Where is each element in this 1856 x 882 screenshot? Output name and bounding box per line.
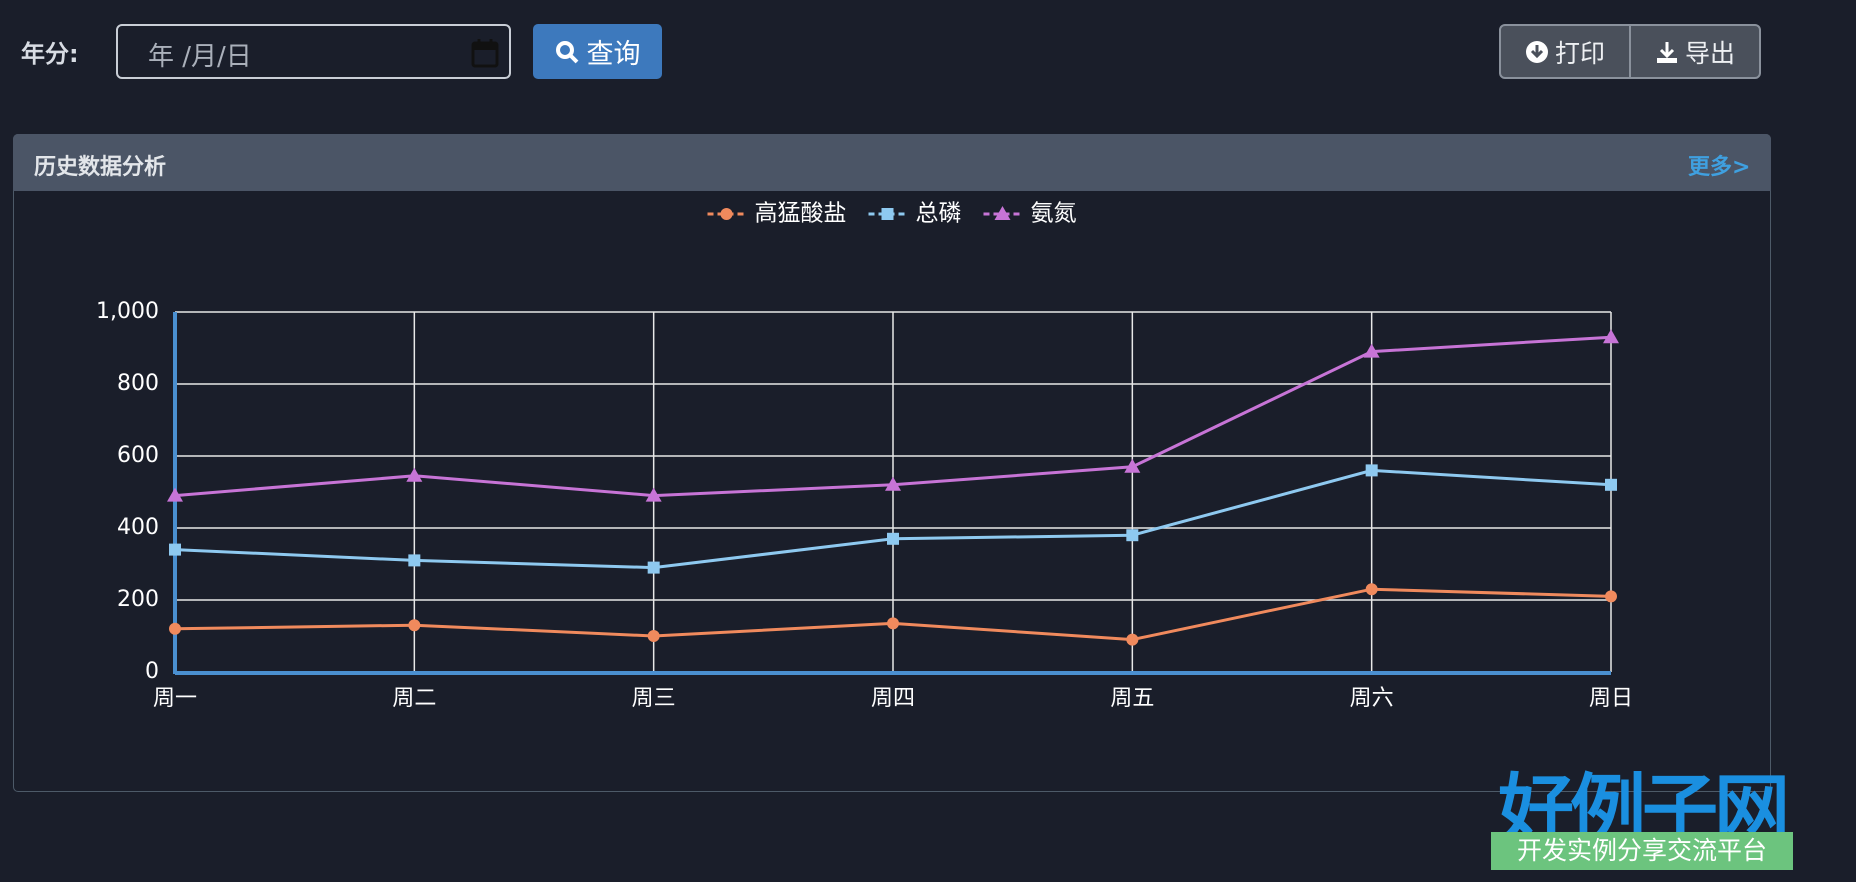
data-point (1126, 529, 1139, 542)
more-link[interactable]: 更多> (1688, 155, 1751, 180)
data-point (1365, 464, 1378, 477)
y-tick-label: 1,000 (96, 299, 159, 324)
calendar-icon[interactable] (471, 38, 499, 68)
year-label: 年分: (21, 40, 79, 68)
date-input[interactable]: 年 /月/日 (116, 24, 511, 79)
x-tick-label: 周一 (153, 686, 197, 711)
legend-marker (720, 208, 733, 220)
data-point (887, 617, 899, 630)
search-button[interactable]: 查询 (533, 24, 662, 79)
export-icon (1656, 41, 1677, 63)
legend: 高猛酸盐 总磷 氨氮 (707, 201, 1077, 227)
print-label: 打印 (1554, 38, 1605, 68)
x-tick-label: 周六 (1350, 686, 1394, 711)
data-point (167, 487, 183, 502)
x-tick-label: 周五 (1110, 686, 1154, 711)
search-icon (555, 40, 578, 63)
search-label: 查询 (586, 39, 641, 70)
data-point (885, 476, 901, 491)
legend-item: 高猛酸盐 (707, 201, 847, 227)
export-label: 导出 (1684, 38, 1735, 68)
data-point (887, 532, 899, 545)
y-tick-label: 600 (117, 443, 159, 468)
legend-label: 总磷 (916, 201, 962, 227)
watermark-subtitle: 开发实例分享交流平台 (1491, 832, 1793, 870)
x-tick-label: 周三 (632, 686, 676, 711)
y-tick-label: 400 (117, 515, 159, 540)
y-tick-label: 800 (117, 371, 159, 396)
legend-label: 氨氮 (1031, 201, 1077, 227)
y-tick-label: 200 (117, 587, 159, 612)
data-point (1363, 343, 1380, 358)
x-tick-label: 周四 (871, 686, 915, 711)
date-placeholder: 年 /月/日 (148, 42, 252, 72)
data-point (406, 467, 423, 482)
data-point (1124, 458, 1141, 473)
legend-item: 总磷 (868, 201, 962, 227)
data-point (1605, 590, 1617, 603)
data-point (1126, 633, 1139, 646)
legend-item: 氨氮 (983, 201, 1077, 227)
data-point (645, 487, 662, 502)
data-point (169, 543, 181, 556)
legend-label: 高猛酸盐 (755, 201, 847, 227)
data-point (647, 561, 660, 574)
panel-title: 历史数据分析 (34, 155, 167, 180)
data-point (1603, 329, 1619, 344)
data-point (169, 622, 181, 635)
x-tick-label: 周二 (392, 686, 436, 711)
export-button[interactable]: 导出 (1629, 26, 1759, 77)
data-point (408, 619, 421, 632)
data-point (647, 630, 660, 642)
data-point (408, 554, 421, 567)
button-group: 打印 导出 (1499, 24, 1761, 79)
legend-marker (994, 206, 1011, 220)
print-button[interactable]: 打印 (1501, 26, 1629, 77)
print-icon (1525, 40, 1548, 63)
data-point (1365, 583, 1378, 596)
x-tick-label: 周日 (1589, 686, 1633, 711)
data-point (1605, 478, 1617, 491)
legend-marker (881, 208, 894, 220)
panel-header (13, 134, 1771, 191)
y-tick-label: 0 (145, 659, 159, 684)
